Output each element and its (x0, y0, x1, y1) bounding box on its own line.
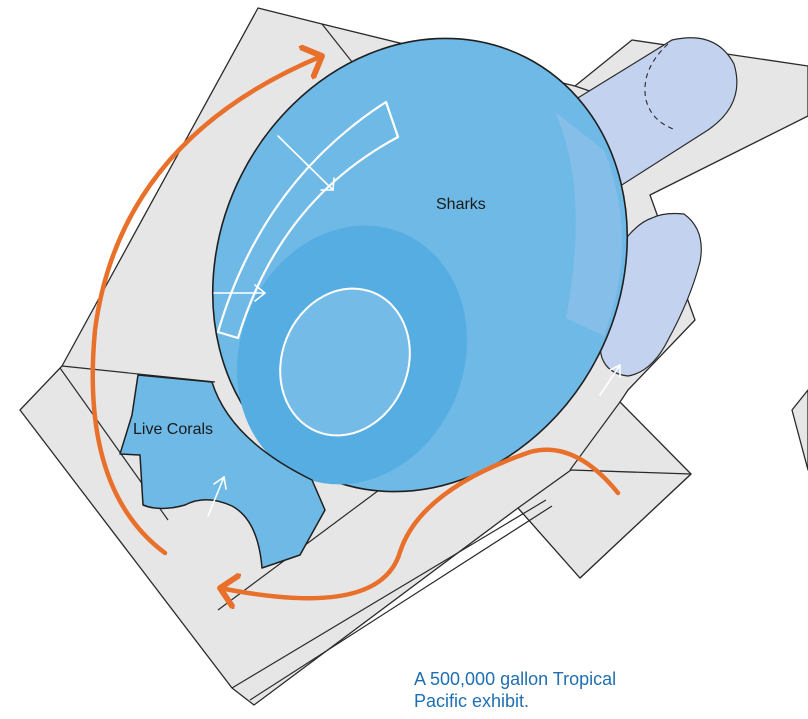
view-direction-arrow-icon (599, 364, 621, 396)
shark-tank (211, 37, 629, 493)
caption-line-2: Pacific exhibit. (414, 691, 530, 711)
shark-tank-walkway-arc (216, 100, 400, 340)
caption-line-1: A 500,000 gallon Tropical (414, 669, 617, 689)
shark-tank-window-oval (279, 287, 411, 437)
live-corals-tank-body (119, 374, 326, 569)
floor-area-right-edge (791, 389, 808, 471)
visitor-path-arrow-icon (90, 56, 322, 556)
sharks-label: Sharks (436, 196, 486, 213)
view-direction-arrows (207, 135, 621, 517)
view-direction-arrow-icon (213, 284, 266, 302)
exhibit-caption: A 500,000 gallon Tropical Pacific exhibi… (414, 668, 714, 712)
floor-area-lower-wing (517, 469, 692, 579)
visitor-path-arrows (90, 56, 621, 598)
annex-tube-dashed-end (644, 43, 677, 131)
live-corals-tank (119, 374, 326, 569)
view-direction-arrow-icon (277, 135, 335, 191)
shark-tank-annex-overlap (555, 112, 622, 336)
live-corals-label: Live Corals (133, 421, 213, 438)
visitor-path-arrow-icon (220, 447, 621, 598)
view-direction-arrow-icon (207, 476, 227, 517)
